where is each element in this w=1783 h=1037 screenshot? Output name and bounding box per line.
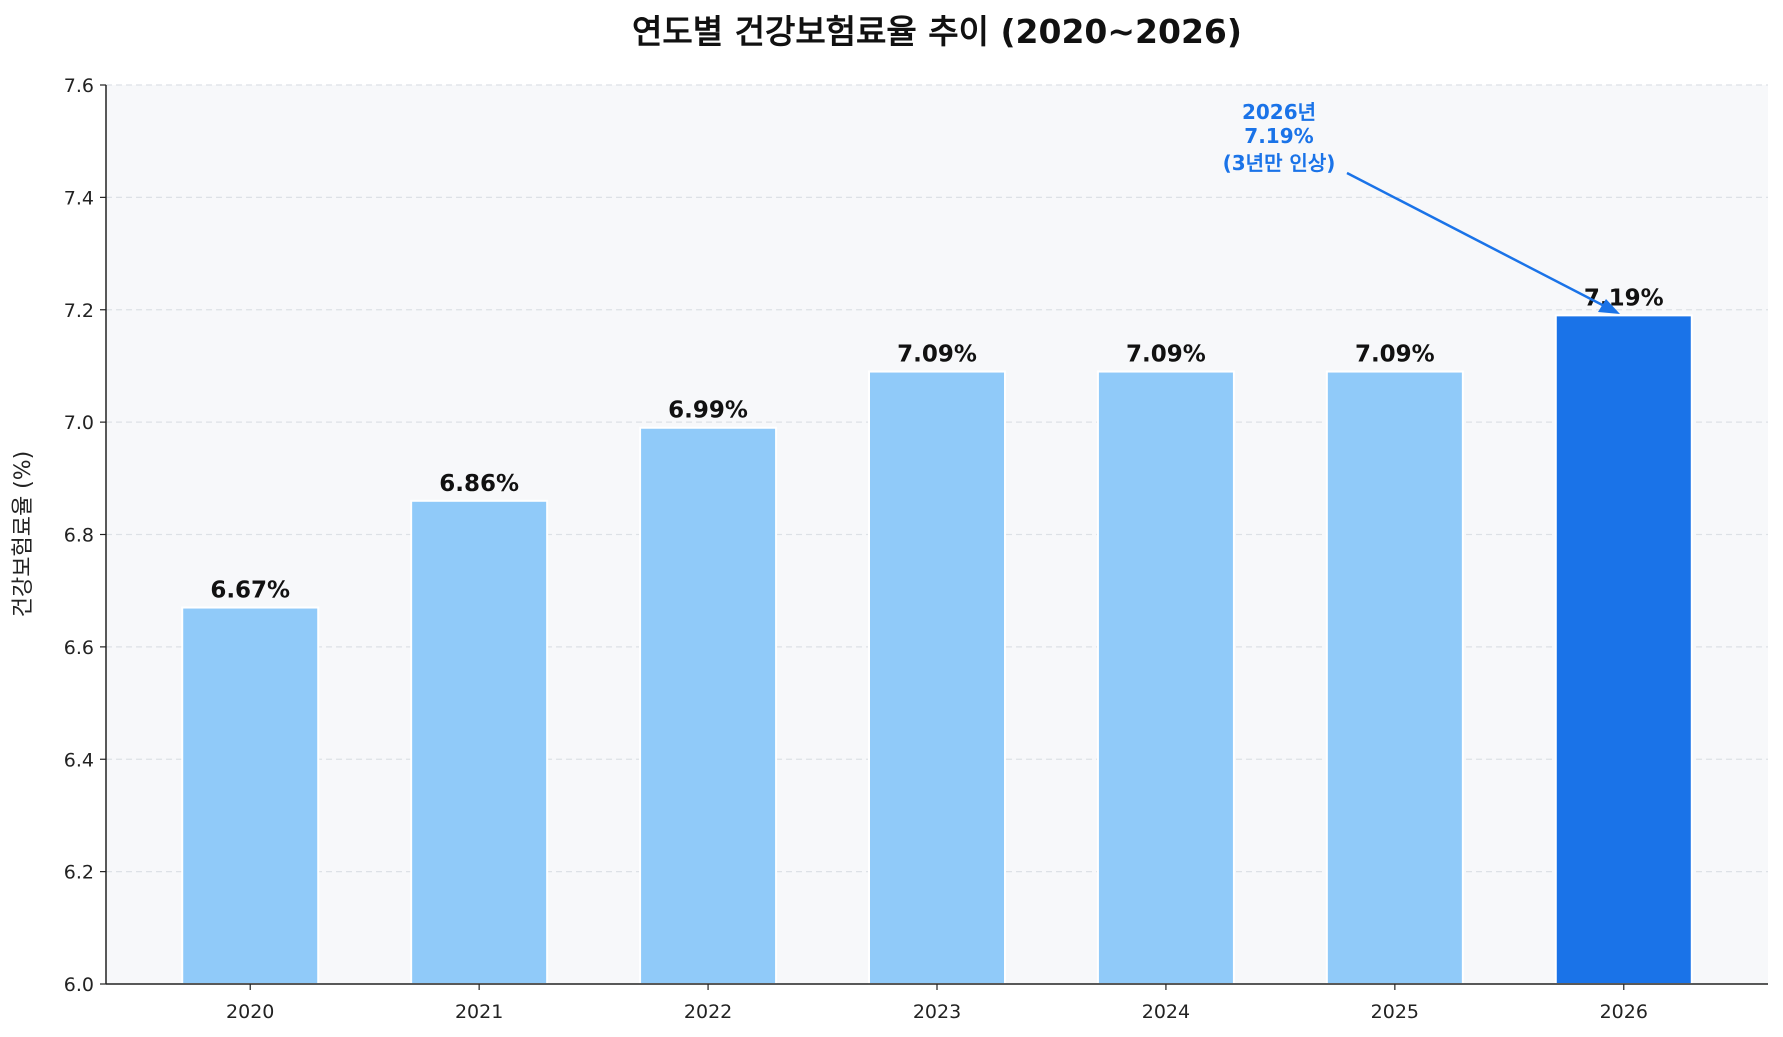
bar-2026 [1554,314,1693,985]
x-tick-label: 2022 [684,1001,732,1023]
data-label-2023: 7.09% [897,342,977,368]
x-tick-label: 2025 [1371,1001,1419,1023]
chart-title: 연도별 건강보험료율 추이 (2020~2026) [632,12,1242,51]
y-tick-label: 7.6 [64,75,94,97]
data-label-2021: 6.86% [439,471,519,497]
annotation-arrowhead [1598,299,1620,314]
annotation-line-1: 2026년 [1242,100,1316,124]
y-tick-label: 6.2 [64,862,94,884]
bar-2025 [1325,370,1464,985]
bar-2024 [1096,370,1235,985]
x-tick-label: 2024 [1142,1001,1190,1023]
x-tick-label: 2020 [226,1001,274,1023]
bar-2023 [868,370,1006,985]
x-tick-label: 2023 [913,1001,961,1023]
bar-2021 [410,499,549,985]
y-tick-label: 7.2 [64,300,94,322]
y-tick-label: 7.0 [64,412,94,434]
data-label-2026: 7.19% [1584,285,1664,311]
bar-2020 [181,606,320,985]
annotation-arrow [1346,171,1615,313]
data-label-2020: 6.67% [210,578,290,604]
y-tick-label: 6.8 [64,525,94,547]
x-tick-label: 2026 [1600,1001,1648,1023]
y-axis-label: 건강보험료율 (%) [11,451,36,618]
data-label-2022: 6.99% [668,398,748,424]
data-label-2024: 7.09% [1126,342,1206,368]
annotation-line-3: (3년만 인상) [1223,151,1336,175]
annotation: 2026년 7.19% (3년만 인상) [1223,100,1620,314]
annotation-line-2: 7.19% [1244,124,1313,148]
y-tick-label: 6.0 [64,974,94,996]
y-tick-label: 6.4 [64,749,94,771]
y-tick-label: 6.6 [64,637,94,659]
bar-2022 [639,426,778,985]
data-label-2025: 7.09% [1355,342,1435,368]
x-tick-label: 2021 [455,1001,503,1023]
y-tick-label: 7.4 [64,187,94,209]
